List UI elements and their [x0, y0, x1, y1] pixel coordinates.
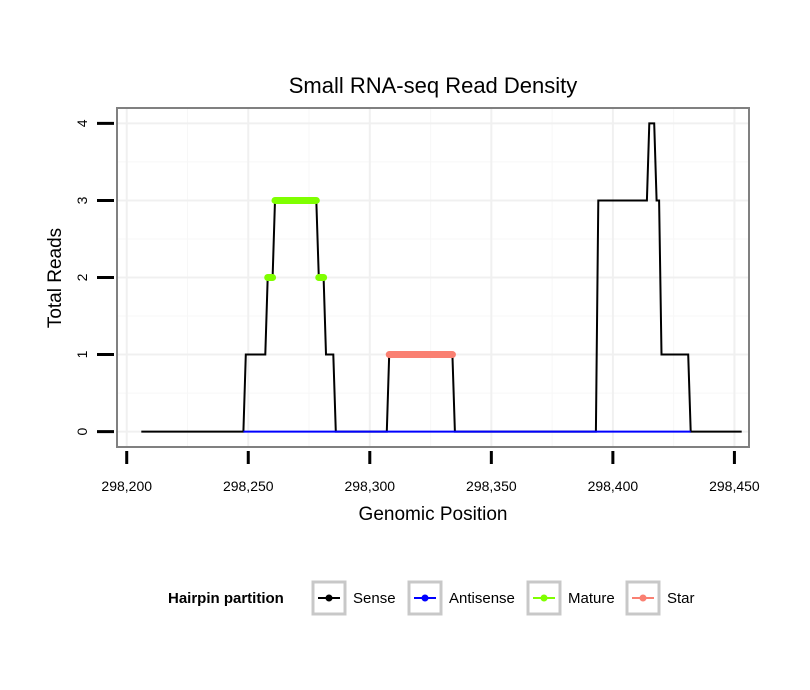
- legend-label: Sense: [353, 590, 396, 607]
- y-tick-label: 3: [74, 196, 90, 204]
- x-tick-label: 298,450: [709, 478, 760, 494]
- grid-lines: [117, 108, 749, 447]
- x-tick-label: 298,400: [588, 478, 639, 494]
- legend-label: Star: [667, 590, 695, 607]
- legend-key-point: [540, 594, 548, 602]
- legend-key-point: [639, 594, 647, 602]
- legend-item-mature: Mature: [526, 580, 615, 616]
- legend-item-sense: Sense: [311, 580, 396, 616]
- legend-key-point: [325, 594, 333, 602]
- legend-title: Hairpin partition: [168, 590, 284, 607]
- x-axis-label: Genomic Position: [359, 504, 508, 525]
- legend-label: Antisense: [449, 590, 515, 607]
- y-tick-label: 2: [74, 273, 90, 281]
- legend-item-star: Star: [625, 580, 695, 616]
- chart-title: Small RNA-seq Read Density: [289, 73, 578, 98]
- y-axis-label: Total Reads: [45, 228, 66, 328]
- x-tick-label: 298,250: [223, 478, 274, 494]
- legend-key-point: [421, 594, 429, 602]
- y-tick-label: 0: [74, 427, 90, 435]
- y-tick-label: 4: [74, 119, 90, 127]
- legend-item-antisense: Antisense: [407, 580, 515, 616]
- axes: 298,200 298,250 298,300 298,350 298,400 298,4…: [74, 119, 760, 494]
- legend-label: Mature: [568, 590, 615, 607]
- x-tick-label: 298,350: [466, 478, 517, 494]
- plot-data: [141, 122, 742, 433]
- y-tick-label: 1: [74, 350, 90, 358]
- x-tick-label: 298,300: [344, 478, 395, 494]
- x-tick-label: 298,200: [101, 478, 152, 494]
- legend: Hairpin partition Sense Antisense Mature St…: [168, 580, 695, 616]
- plot-panel-border: [116, 107, 750, 448]
